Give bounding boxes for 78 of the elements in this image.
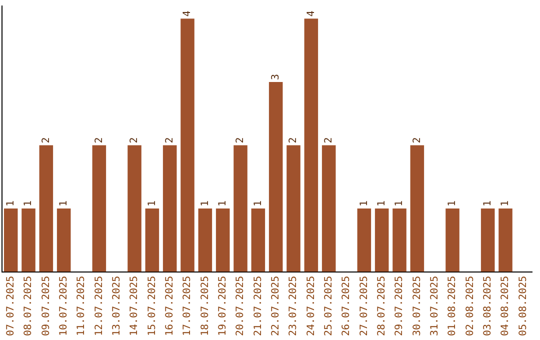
bar <box>56 208 71 272</box>
bar <box>39 145 54 272</box>
bar <box>268 82 283 272</box>
x-tick-label: 03.08.2025 <box>482 276 494 336</box>
data-label: 1 <box>5 200 16 207</box>
data-label: 2 <box>94 137 105 144</box>
bar <box>498 208 512 272</box>
x-tick-label: 24.07.2025 <box>306 276 317 336</box>
x-tick-label: 04.08.2025 <box>500 276 512 336</box>
bar <box>251 208 266 272</box>
bar <box>162 145 177 272</box>
bar <box>480 208 495 272</box>
x-tick-label: 30.07.2025 <box>412 276 423 336</box>
x-tick-label: 25.07.2025 <box>323 276 334 336</box>
bar <box>128 145 142 272</box>
x-tick-label: 08.07.2025 <box>23 276 34 336</box>
bar <box>22 208 36 272</box>
data-label: 1 <box>146 200 158 207</box>
x-tick-label: 20.07.2025 <box>235 276 246 336</box>
data-label: 2 <box>235 137 246 144</box>
data-label: 2 <box>129 137 140 144</box>
x-tick-label: 19.07.2025 <box>217 276 228 336</box>
bar <box>145 208 160 272</box>
data-label: 1 <box>394 200 406 207</box>
bar <box>446 208 460 272</box>
bar <box>92 145 106 272</box>
x-tick-label: 26.07.2025 <box>341 276 352 336</box>
bar <box>180 18 194 272</box>
x-tick-label: 29.07.2025 <box>394 276 406 336</box>
data-label: 1 <box>23 200 34 207</box>
data-label: 4 <box>306 10 317 17</box>
data-label: 1 <box>447 200 458 207</box>
data-label: 1 <box>482 200 494 207</box>
data-label: 3 <box>270 74 282 80</box>
bar <box>374 208 389 272</box>
data-label: 4 <box>182 10 194 17</box>
x-tick-label: 23.07.2025 <box>288 276 300 336</box>
x-tick-label: 15.07.2025 <box>146 276 158 336</box>
bar <box>4 208 18 272</box>
data-label: 2 <box>40 137 52 144</box>
x-tick-label: 21.07.2025 <box>252 276 264 336</box>
bar <box>410 145 424 272</box>
x-tick-label: 13.07.2025 <box>111 276 122 336</box>
x-tick-label: 27.07.2025 <box>358 276 370 336</box>
x-tick-label: 11.07.2025 <box>76 276 88 336</box>
bar <box>286 145 300 272</box>
x-tick-label: 10.07.2025 <box>58 276 70 336</box>
data-label: 1 <box>252 200 264 207</box>
x-tick-label: 01.08.2025 <box>447 276 458 336</box>
data-label: 1 <box>500 200 512 207</box>
x-tick-label: 12.07.2025 <box>94 276 105 336</box>
x-tick-label: 31.07.2025 <box>429 276 440 336</box>
data-label: 1 <box>200 200 211 207</box>
data-label: 2 <box>288 137 300 144</box>
x-tick-label: 16.07.2025 <box>164 276 176 336</box>
x-tick-label: 28.07.2025 <box>376 276 388 336</box>
bar <box>216 208 230 272</box>
bar <box>357 208 372 272</box>
x-tick-label: 14.07.2025 <box>129 276 140 336</box>
data-label: 2 <box>412 137 423 144</box>
bar <box>392 208 406 272</box>
data-label: 1 <box>217 200 228 207</box>
bar <box>304 18 318 272</box>
bar <box>322 145 336 272</box>
x-tick-label: 02.08.2025 <box>464 276 476 336</box>
bar <box>198 208 212 272</box>
data-label: 2 <box>164 137 176 144</box>
x-tick-label: 05.08.2025 <box>518 276 529 336</box>
x-tick-label: 07.07.2025 <box>5 276 16 336</box>
data-label: 1 <box>358 200 370 207</box>
data-label: 2 <box>323 137 334 144</box>
x-tick-label: 22.07.2025 <box>270 276 282 336</box>
x-tick-label: 18.07.2025 <box>200 276 211 336</box>
x-tick-label: 17.07.2025 <box>182 276 194 336</box>
data-label: 1 <box>58 200 70 207</box>
data-label: 1 <box>376 200 388 207</box>
bar <box>234 145 248 272</box>
x-tick-label: 09.07.2025 <box>40 276 52 336</box>
